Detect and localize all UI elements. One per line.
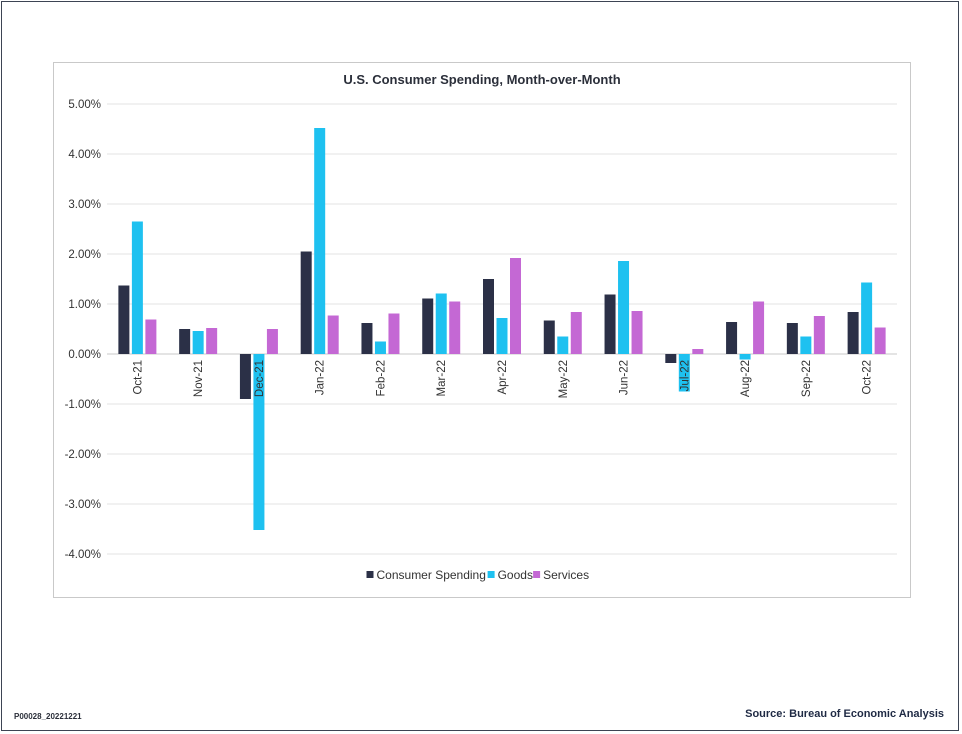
bar-goods: [557, 336, 569, 354]
bar-services: [449, 301, 461, 354]
bars: [118, 128, 886, 530]
bar-goods: [678, 354, 690, 392]
legend-label: Goods: [498, 568, 533, 582]
y-tick-label: -2.00%: [65, 449, 101, 461]
bar-goods: [374, 341, 386, 354]
bar-services: [327, 315, 339, 354]
y-tick-label: 1.00%: [68, 299, 101, 311]
x-tick-label: Nov-21: [193, 360, 205, 397]
x-tick-label: Jun-22: [619, 360, 631, 395]
bar-consumer-spending: [118, 285, 130, 354]
bar-services: [753, 301, 765, 354]
bar-services: [874, 327, 886, 354]
x-tick-label: Oct-21: [132, 360, 144, 395]
bar-services: [388, 313, 400, 354]
y-axis: 5.00% 4.00% 3.00% 2.00% 1.00% 0.00% -1.00% -2.0…: [65, 99, 101, 561]
legend-swatch: [533, 571, 541, 578]
y-tick-label: 0.00%: [68, 349, 101, 361]
bar-services: [631, 311, 643, 354]
x-tick-label: Jul-22: [679, 360, 691, 391]
legend: Consumer Spending Goods Services: [366, 568, 589, 582]
bar-consumer-spending: [543, 320, 555, 354]
x-tick-label: Apr-22: [497, 360, 509, 395]
bar-goods: [131, 221, 143, 354]
x-tick-label: Feb-22: [375, 360, 387, 396]
bar-goods: [618, 261, 630, 354]
bar-chart: U.S. Consumer Spending, Month-over-Month…: [65, 72, 897, 582]
bar-services: [510, 258, 521, 354]
bar-consumer-spending: [604, 294, 616, 354]
chart-title: U.S. Consumer Spending, Month-over-Month: [343, 72, 620, 87]
bar-consumer-spending: [422, 298, 434, 354]
bar-goods: [253, 354, 265, 530]
source-note: Source: Bureau of Economic Analysis: [745, 708, 944, 720]
y-tick-label: -3.00%: [65, 499, 101, 511]
y-tick-label: 2.00%: [68, 249, 101, 261]
bar-services: [692, 349, 704, 354]
x-tick-label: Jan-22: [315, 360, 327, 395]
x-tick-label: Oct-22: [862, 360, 874, 395]
bar-consumer-spending: [665, 354, 677, 363]
document-code: P00028_20221221: [14, 712, 82, 721]
bar-consumer-spending: [726, 322, 738, 354]
bar-goods: [800, 336, 812, 354]
x-axis: Oct-21 Nov-21 Dec-21 Jan-22 Feb-22 Mar-22 Apr-…: [132, 360, 873, 398]
bar-services: [266, 329, 278, 354]
bar-consumer-spending: [179, 329, 191, 354]
x-tick-label: Mar-22: [436, 360, 448, 396]
bar-services: [206, 328, 218, 354]
bar-goods: [314, 128, 326, 354]
bar-services: [813, 316, 825, 354]
bar-consumer-spending: [239, 354, 251, 399]
legend-swatch: [366, 571, 374, 578]
bar-goods: [192, 331, 204, 354]
bar-goods: [861, 282, 873, 354]
bar-goods: [435, 293, 447, 354]
y-tick-label: 3.00%: [68, 199, 101, 211]
legend-label: Services: [543, 568, 589, 582]
y-tick-label: -1.00%: [65, 399, 101, 411]
bar-services: [570, 312, 582, 354]
legend-swatch: [487, 571, 495, 578]
x-tick-label: Sep-22: [801, 360, 813, 397]
y-tick-label: 5.00%: [68, 99, 101, 111]
chart-frame: U.S. Consumer Spending, Month-over-Month…: [53, 62, 911, 598]
y-tick-label: -4.00%: [65, 549, 101, 561]
bar-consumer-spending: [361, 323, 373, 354]
bar-consumer-spending: [786, 323, 798, 354]
bar-goods: [496, 318, 508, 354]
x-tick-label: Dec-21: [254, 360, 266, 397]
legend-label: Consumer Spending: [377, 568, 486, 582]
bar-services: [145, 319, 157, 354]
bar-consumer-spending: [300, 251, 312, 354]
y-tick-label: 4.00%: [68, 149, 101, 161]
bar-consumer-spending: [483, 279, 494, 354]
x-tick-label: Aug-22: [740, 360, 752, 397]
x-tick-label: May-22: [558, 360, 570, 398]
bar-goods: [739, 354, 751, 360]
bar-consumer-spending: [847, 312, 859, 354]
